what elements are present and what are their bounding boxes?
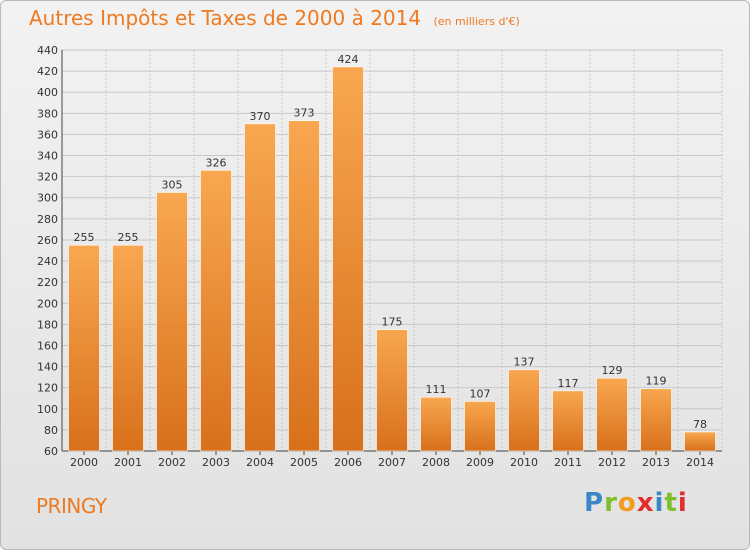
- x-tick-label: 2003: [202, 456, 230, 469]
- bar-2009: [464, 401, 496, 452]
- value-label-2006: 424: [338, 53, 359, 66]
- logo-letter: P: [584, 488, 605, 518]
- chart-title: Autres Impôts et Taxes de 2000 à 2014 (e…: [29, 6, 520, 30]
- logo-letter: x: [636, 488, 655, 518]
- y-tick-label: 160: [37, 339, 58, 352]
- bar-2011: [552, 390, 584, 452]
- value-label-2009: 107: [470, 387, 491, 400]
- value-label-2004: 370: [250, 110, 271, 123]
- logo-letter: o: [617, 488, 637, 518]
- y-tick-label: 400: [37, 86, 58, 99]
- x-tick-label: 2008: [422, 456, 450, 469]
- x-tick-label: 2002: [158, 456, 186, 469]
- bar-2001: [112, 244, 144, 452]
- value-label-2010: 137: [514, 356, 535, 369]
- location-label: PRINGY: [36, 494, 107, 518]
- value-label-2014: 78: [693, 418, 707, 431]
- bar-2012: [596, 377, 628, 452]
- value-label-2011: 117: [558, 377, 579, 390]
- x-tick-label: 2011: [554, 456, 582, 469]
- y-tick-label: 440: [37, 44, 58, 57]
- logo-letter: r: [604, 488, 618, 518]
- value-label-2012: 129: [602, 364, 623, 377]
- x-tick-label: 2014: [686, 456, 714, 469]
- bars: [68, 66, 716, 452]
- x-tick-label: 2001: [114, 456, 142, 469]
- y-tick-label: 360: [37, 128, 58, 141]
- logo-letter: i: [654, 488, 665, 518]
- y-tick-label: 80: [44, 424, 58, 437]
- value-label-2002: 305: [162, 178, 183, 191]
- value-label-2008: 111: [426, 383, 447, 396]
- bar-2006: [332, 66, 364, 452]
- value-label-2005: 373: [294, 107, 315, 120]
- value-labels: 255 255 305 326 370 373 424 175 111 107 137 117 129 1…: [74, 53, 708, 431]
- value-label-2001: 255: [118, 231, 139, 244]
- y-tick-label: 320: [37, 171, 58, 184]
- x-tick-label: 2006: [334, 456, 362, 469]
- x-tick-label: 2000: [70, 456, 98, 469]
- y-tick-label: 60: [44, 445, 58, 458]
- x-tick-label: 2005: [290, 456, 318, 469]
- x-tick-label: 2007: [378, 456, 406, 469]
- bar-2002: [156, 192, 188, 452]
- value-label-2013: 119: [646, 375, 667, 388]
- logo-letter: t: [664, 488, 678, 518]
- x-tick-label: 2012: [598, 456, 626, 469]
- y-tick-label: 260: [37, 234, 58, 247]
- value-label-2007: 175: [382, 316, 403, 329]
- y-tick-label: 220: [37, 276, 58, 289]
- y-tick-label: 200: [37, 297, 58, 310]
- y-tick-label: 280: [37, 213, 58, 226]
- y-tick-label: 100: [37, 403, 58, 416]
- y-tick-label: 420: [37, 65, 58, 78]
- logo-letter: i: [677, 488, 688, 518]
- bar-2004: [244, 123, 276, 452]
- y-tick-label: 340: [37, 150, 58, 163]
- chart-title-unit: (en milliers d'€): [433, 15, 520, 28]
- bar-2014: [684, 431, 716, 452]
- x-tick-label: 2004: [246, 456, 274, 469]
- bar-2005: [288, 120, 320, 452]
- y-tick-label: 120: [37, 382, 58, 395]
- bar-2000: [68, 244, 100, 452]
- x-tick-label: 2013: [642, 456, 670, 469]
- y-tick-label: 380: [37, 107, 58, 120]
- y-tick-label: 140: [37, 361, 58, 374]
- value-label-2003: 326: [206, 156, 227, 169]
- value-label-2000: 255: [74, 231, 95, 244]
- y-tick-label: 240: [37, 255, 58, 268]
- x-tick-label: 2009: [466, 456, 494, 469]
- chart-title-main: Autres Impôts et Taxes de 2000 à 2014: [29, 6, 422, 30]
- y-tick-label: 300: [37, 192, 58, 205]
- bar-2013: [640, 388, 672, 452]
- bar-2010: [508, 369, 540, 452]
- bar-2008: [420, 396, 452, 452]
- y-tick-label: 180: [37, 318, 58, 331]
- bar-2003: [200, 170, 232, 452]
- proxiti-logo[interactable]: Proxiti: [584, 488, 688, 518]
- x-tick-label: 2010: [510, 456, 538, 469]
- bar-2007: [376, 329, 408, 452]
